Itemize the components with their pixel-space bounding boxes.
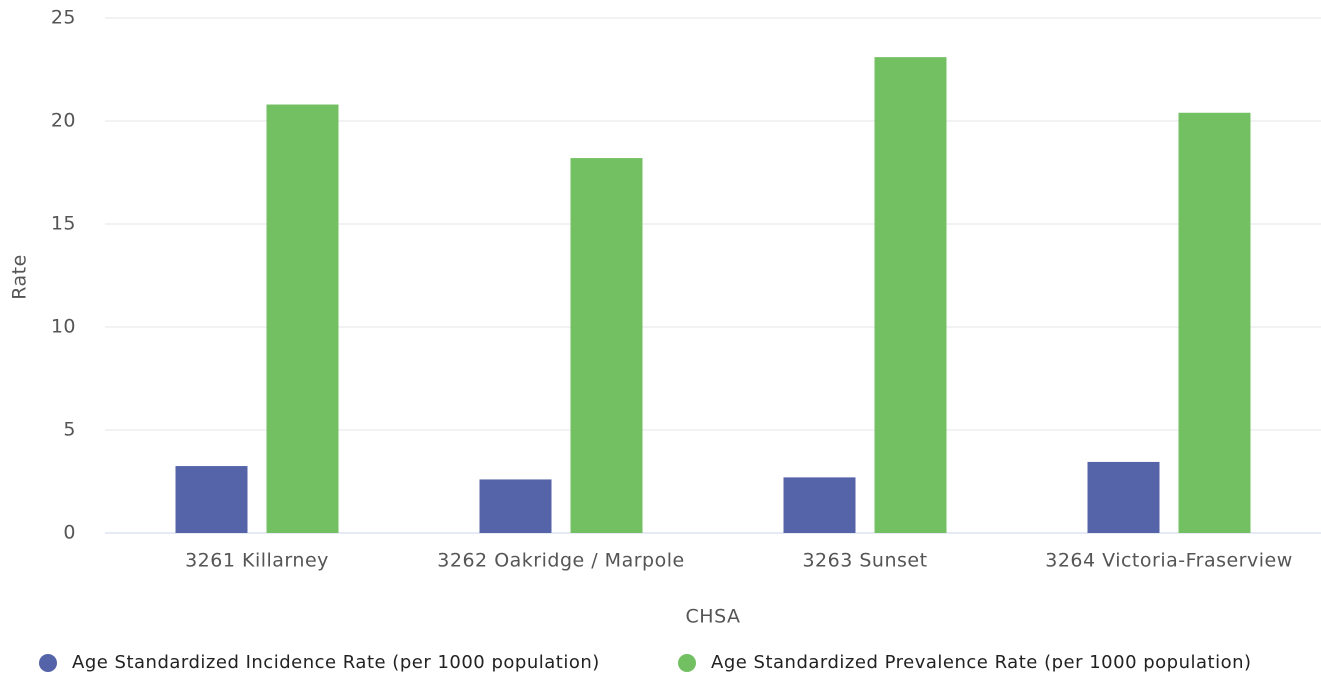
y-tick-label: 10 bbox=[51, 316, 76, 338]
y-tick-label: 25 bbox=[51, 7, 76, 29]
y-tick-label: 15 bbox=[51, 213, 76, 235]
y-tick-label: 5 bbox=[63, 419, 76, 441]
x-axis-label: CHSA bbox=[686, 606, 741, 628]
x-tick-label: 3264 Victoria-Fraserview bbox=[1045, 550, 1293, 572]
legend-marker bbox=[39, 654, 57, 672]
bar bbox=[266, 104, 339, 534]
legend-marker bbox=[678, 654, 696, 672]
bar bbox=[1178, 112, 1251, 533]
y-axis-label: Rate bbox=[9, 254, 31, 300]
x-tick-label: 3263 Sunset bbox=[802, 550, 927, 572]
bar bbox=[874, 57, 947, 533]
x-tick-label: 3262 Oakridge / Marpole bbox=[437, 550, 684, 572]
legend: Age Standardized Incidence Rate (per 100… bbox=[39, 652, 1252, 673]
bar bbox=[479, 479, 552, 533]
bar bbox=[570, 158, 643, 533]
bar bbox=[783, 477, 856, 533]
legend-label: Age Standardized Prevalence Rate (per 10… bbox=[711, 652, 1252, 673]
bar bbox=[1087, 461, 1160, 533]
y-tick-label: 20 bbox=[51, 110, 76, 132]
bar bbox=[175, 466, 248, 533]
y-tick-label: 0 bbox=[63, 522, 76, 544]
x-tick-label: 3261 Killarney bbox=[185, 550, 329, 572]
legend-label: Age Standardized Incidence Rate (per 100… bbox=[72, 652, 600, 673]
